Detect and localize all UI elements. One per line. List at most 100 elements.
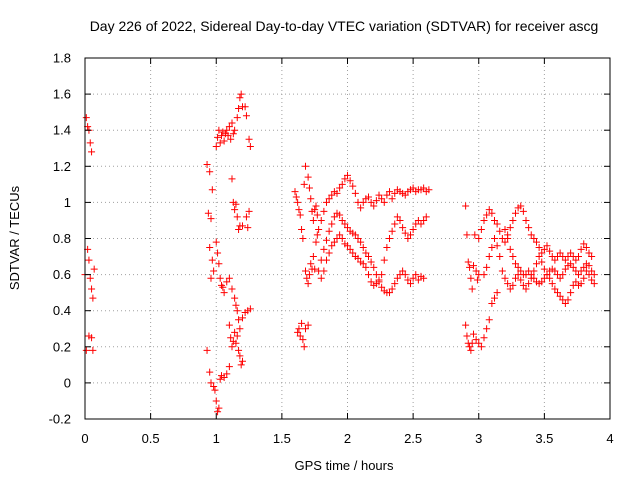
data-point: [341, 220, 349, 228]
data-point: [514, 263, 522, 271]
data-point: [325, 195, 333, 203]
data-point: [480, 271, 488, 279]
data-point: [509, 253, 517, 261]
data-point: [220, 137, 228, 145]
data-point: [236, 94, 244, 102]
y-tick-label: 1.6: [53, 87, 71, 102]
data-point: [233, 213, 241, 221]
data-point: [88, 285, 96, 293]
data-point: [483, 211, 491, 219]
data-point: [488, 209, 496, 217]
data-point: [473, 276, 481, 284]
data-point: [388, 195, 396, 203]
data-point: [422, 213, 430, 221]
data-point: [551, 285, 559, 293]
data-point: [485, 206, 493, 214]
data-point: [233, 307, 241, 315]
data-point: [292, 193, 300, 201]
data-point: [538, 258, 546, 266]
data-point: [527, 271, 535, 279]
y-tick-label: 0.4: [53, 303, 71, 318]
data-point: [519, 207, 527, 215]
data-point: [485, 316, 493, 324]
data-point: [391, 189, 399, 197]
data-point: [304, 280, 312, 288]
data-point: [519, 281, 527, 289]
data-point: [299, 336, 307, 344]
data-point: [480, 216, 488, 224]
data-point: [409, 225, 417, 233]
x-tick-labels: 0 0.5 1 1.5 2 2.5 3 3.5 4: [81, 431, 613, 446]
data-point: [569, 263, 577, 271]
data-point: [338, 216, 346, 224]
data-point: [236, 352, 244, 360]
data-point: [590, 271, 598, 279]
data-point: [509, 281, 517, 289]
chart-title: Day 226 of 2022, Sidereal Day-to-day VTE…: [90, 18, 599, 34]
data-point: [561, 299, 569, 307]
data-point: [556, 274, 564, 282]
data-point: [229, 130, 237, 138]
data-point: [357, 204, 365, 212]
data-point: [554, 289, 561, 297]
data-point: [237, 90, 245, 98]
data-point: [315, 225, 323, 233]
data-point: [228, 119, 236, 127]
data-point: [585, 249, 593, 257]
data-point: [391, 220, 399, 228]
data-point: [245, 207, 253, 215]
data-point: [225, 123, 233, 131]
x-tick-label: 4: [606, 431, 613, 446]
data-point: [582, 244, 590, 252]
data-point: [294, 328, 302, 336]
data-point: [517, 276, 525, 284]
y-tick-label: 1.4: [53, 123, 71, 138]
data-point: [575, 253, 582, 261]
data-point: [580, 240, 588, 248]
data-point: [208, 186, 216, 194]
data-point: [462, 202, 470, 210]
data-point: [388, 227, 396, 235]
data-point: [493, 289, 501, 297]
data-point: [317, 216, 325, 224]
data-point: [298, 225, 306, 233]
data-point: [231, 294, 239, 302]
data-point: [214, 133, 222, 141]
data-point: [351, 189, 359, 197]
data-point: [359, 198, 367, 206]
data-point: [588, 276, 596, 284]
data-point: [298, 319, 306, 327]
data-point: [336, 211, 344, 219]
data-point: [575, 271, 582, 279]
data-point: [420, 274, 428, 282]
data-point: [491, 216, 498, 224]
data-point: [577, 267, 585, 275]
data-point: [86, 139, 94, 147]
data-point: [375, 276, 383, 284]
data-point: [380, 198, 388, 206]
data-point: [203, 346, 211, 354]
data-point: [216, 274, 224, 282]
data-point: [525, 267, 533, 275]
data-point: [412, 271, 420, 279]
data-point: [512, 274, 519, 282]
data-point: [233, 114, 241, 122]
data-point: [231, 328, 239, 336]
data-point: [585, 262, 593, 270]
data-point: [218, 132, 225, 140]
data-point: [344, 224, 351, 232]
data-point: [216, 375, 224, 383]
data-point: [367, 198, 375, 206]
data-point: [207, 274, 215, 282]
data-point: [215, 260, 223, 268]
data-point: [485, 253, 493, 261]
y-axis-label: SDTVAR / TECUs: [7, 185, 22, 290]
data-point: [420, 216, 428, 224]
data-point: [349, 182, 357, 190]
data-point: [228, 285, 236, 293]
data-point: [551, 267, 559, 275]
data-point: [471, 231, 479, 239]
data-point: [527, 231, 535, 239]
data-point: [463, 231, 471, 239]
data-point: [409, 184, 417, 192]
